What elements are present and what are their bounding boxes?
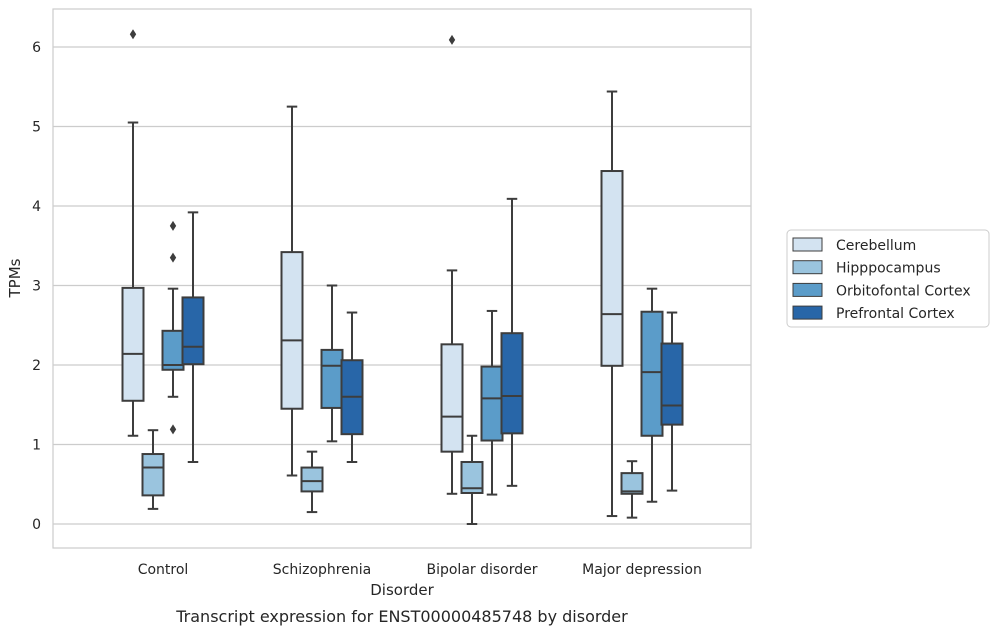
- legend-label: Hipppocampus: [836, 261, 941, 277]
- legend-label: Cerebellum: [836, 238, 916, 254]
- box-body: [480, 365, 504, 442]
- box-hipppocampus: [460, 434, 484, 525]
- legend-frame: [786, 229, 990, 328]
- y-tick-label: 4: [32, 199, 41, 215]
- box-orbitofontal-cortex: [480, 309, 504, 496]
- legend-label: Prefrontal Cortex: [836, 306, 955, 322]
- legend-swatch: [792, 237, 823, 252]
- box-orbitofontal-cortex: [161, 220, 185, 435]
- box-body: [640, 310, 664, 437]
- box-body: [620, 472, 644, 495]
- box-body: [320, 348, 344, 409]
- box-orbitofontal-cortex: [640, 287, 664, 503]
- grid-lines: [53, 46, 751, 525]
- box-body: [300, 466, 324, 493]
- y-tick-label: 3: [32, 279, 41, 295]
- x-tick-label: Major depression: [582, 562, 702, 578]
- box-hipppocampus: [141, 429, 165, 510]
- box-body: [440, 343, 464, 453]
- legend: Cerebellum Hipppocampus Orbitofontal Corte…: [786, 229, 990, 328]
- legend-swatch: [792, 282, 823, 297]
- x-tick-label: Control: [138, 562, 189, 578]
- box-hipppocampus: [300, 450, 324, 514]
- outlier-point: [169, 424, 177, 435]
- y-tick-label: 2: [32, 358, 41, 374]
- y-tick-label: 6: [32, 40, 41, 56]
- y-tick-label: 0: [32, 517, 41, 533]
- box-body: [161, 329, 185, 371]
- chart-caption: Transcript expression for ENST0000048574…: [175, 607, 628, 626]
- box-prefrontal-cortex: [181, 211, 205, 463]
- box-body: [460, 460, 484, 494]
- x-tick-label: Schizophrenia: [273, 562, 371, 578]
- y-tick-labels: 0 1 2 3 4 5 6: [32, 40, 41, 533]
- y-tick-label: 5: [32, 120, 41, 136]
- box-prefrontal-cortex: [340, 311, 364, 463]
- box-body: [600, 170, 624, 367]
- legend-swatch: [792, 305, 823, 320]
- box-body: [181, 296, 205, 366]
- box-hipppocampus: [620, 460, 644, 519]
- box-cerebellum: [280, 105, 304, 477]
- box-prefrontal-cortex: [500, 197, 524, 487]
- box-body: [280, 251, 304, 410]
- box-body: [660, 342, 684, 426]
- y-axis-label: TPMs: [6, 258, 24, 298]
- x-axis-label: Disorder: [370, 581, 434, 599]
- x-tick-label: Bipolar disorder: [426, 562, 537, 578]
- box-body: [121, 286, 145, 402]
- outlier-point: [169, 252, 177, 263]
- outlier-point: [448, 34, 456, 45]
- legend-label: Orbitofontal Cortex: [836, 283, 971, 299]
- legend-swatch: [792, 260, 823, 275]
- box-prefrontal-cortex: [660, 311, 684, 492]
- box-orbitofontal-cortex: [320, 284, 344, 443]
- outlier-point: [169, 220, 177, 231]
- box-cerebellum: [440, 34, 464, 495]
- plot-frame: [52, 8, 752, 549]
- box-body: [500, 332, 524, 435]
- box-layer: [121, 29, 684, 525]
- y-tick-label: 1: [32, 438, 41, 454]
- outlier-point: [129, 29, 137, 40]
- box-cerebellum: [121, 29, 145, 437]
- box-body: [141, 453, 165, 497]
- x-tick-labels: Control Schizophrenia Bipolar disorder Majo…: [138, 562, 702, 578]
- box-cerebellum: [600, 90, 624, 518]
